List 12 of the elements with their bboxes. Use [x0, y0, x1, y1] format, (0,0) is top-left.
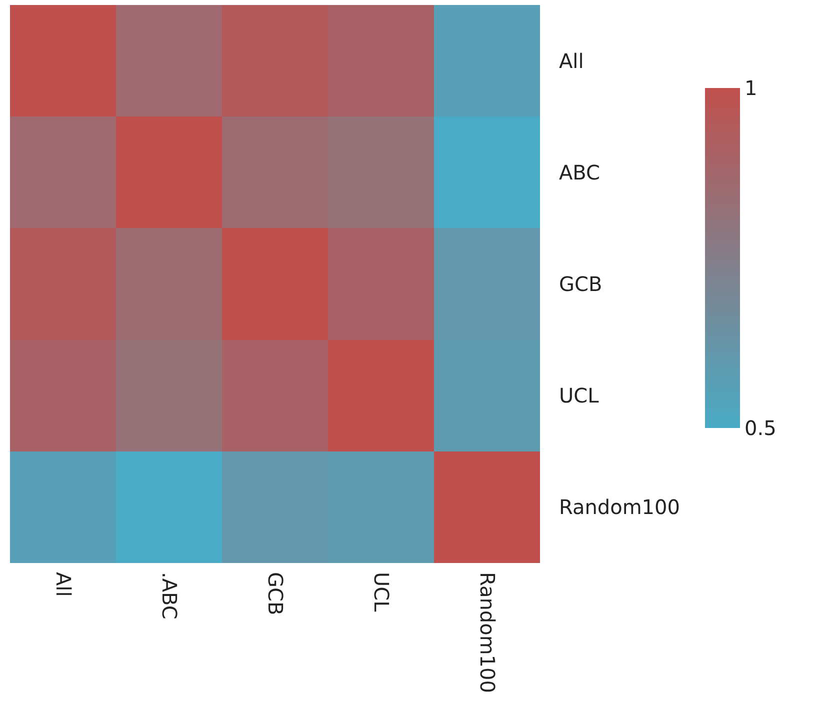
x-tick-label: UCL — [370, 572, 394, 613]
color-bar-label: 1 — [744, 76, 758, 100]
y-tick-label: All — [559, 48, 584, 73]
y-tick-label: UCL — [559, 384, 600, 408]
x-tick-label: Random100 — [476, 572, 500, 693]
x-tick-label: .ABC — [158, 572, 182, 620]
x-tick-label: GCB — [264, 572, 288, 616]
y-tick-label: ABC — [559, 160, 600, 184]
x-tick-label: All — [52, 572, 76, 597]
color-bar-label: 0.5 — [744, 416, 776, 440]
y-tick-label: GCB — [559, 272, 602, 296]
y-tick-label: Random100 — [559, 495, 680, 520]
